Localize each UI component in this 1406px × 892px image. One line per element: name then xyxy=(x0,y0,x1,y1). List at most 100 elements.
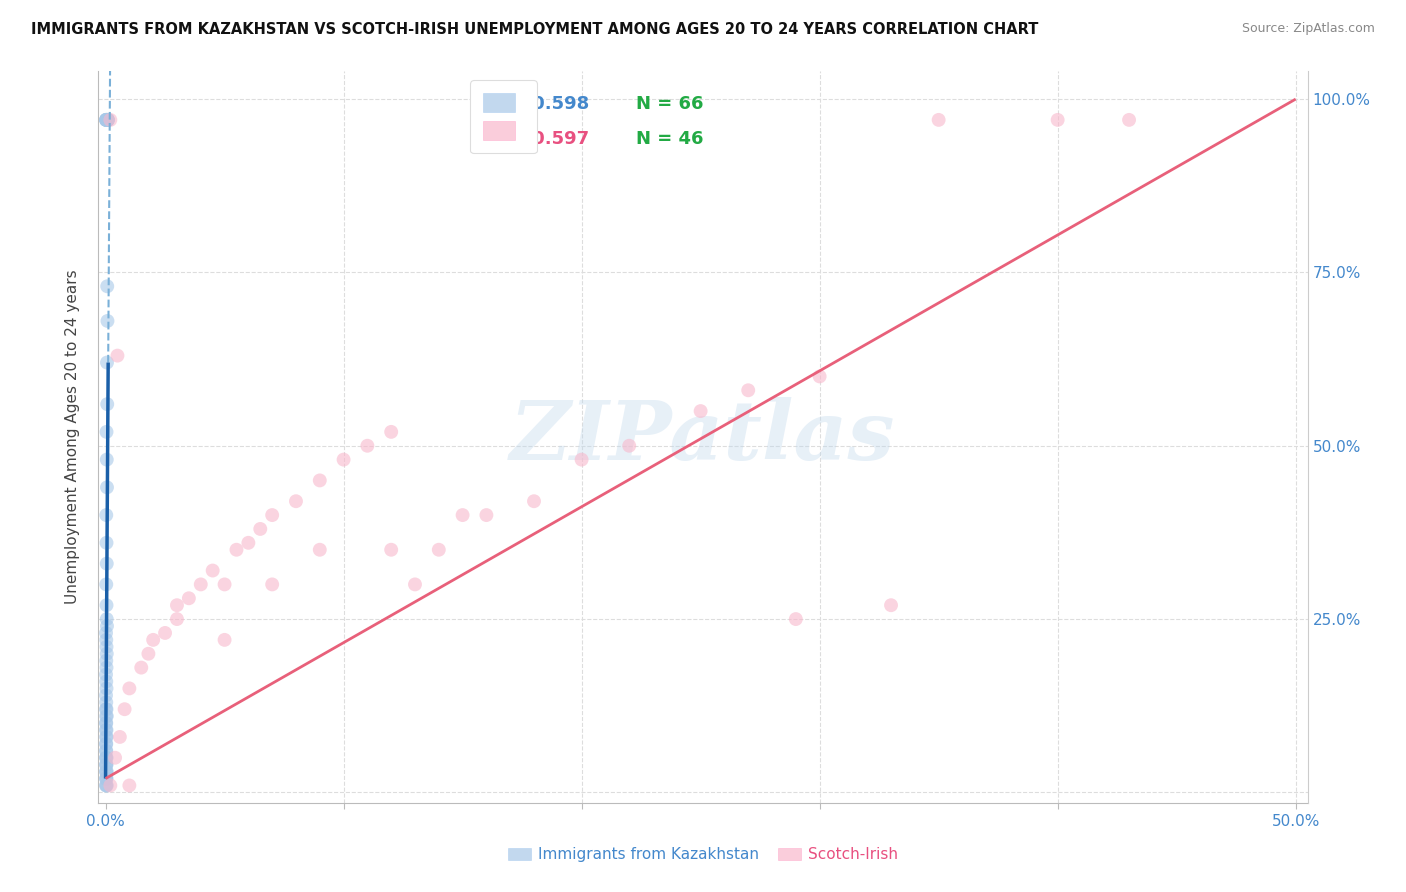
Point xyxy=(475,508,498,522)
Point xyxy=(785,612,807,626)
Point xyxy=(96,757,118,772)
Point xyxy=(108,730,131,744)
Point xyxy=(308,474,330,488)
Text: N = 66: N = 66 xyxy=(637,95,704,113)
Point xyxy=(249,522,271,536)
Point xyxy=(94,757,117,772)
Legend: Immigrants from Kazakhstan, Scotch-Irish: Immigrants from Kazakhstan, Scotch-Irish xyxy=(502,841,904,868)
Point xyxy=(404,577,426,591)
Point xyxy=(96,619,118,633)
Text: R = 0.598: R = 0.598 xyxy=(492,95,589,113)
Point xyxy=(96,730,118,744)
Point xyxy=(96,536,118,550)
Point xyxy=(96,737,118,751)
Point xyxy=(356,439,378,453)
Text: Source: ZipAtlas.com: Source: ZipAtlas.com xyxy=(1241,22,1375,36)
Point xyxy=(153,626,176,640)
Point xyxy=(96,112,118,127)
Point xyxy=(96,681,118,696)
Point xyxy=(96,612,118,626)
Point xyxy=(96,452,118,467)
Point xyxy=(96,779,118,793)
Point xyxy=(94,689,117,703)
Point xyxy=(427,542,450,557)
Point xyxy=(94,779,117,793)
Point xyxy=(1046,112,1069,127)
Point xyxy=(96,750,118,764)
Point xyxy=(94,772,117,786)
Point xyxy=(177,591,200,606)
Point xyxy=(808,369,831,384)
Point xyxy=(94,750,117,764)
Point xyxy=(737,384,759,398)
Point xyxy=(880,598,903,612)
Point xyxy=(96,750,118,764)
Point xyxy=(94,744,117,758)
Point xyxy=(225,542,247,557)
Point xyxy=(98,779,121,793)
Point xyxy=(308,542,330,557)
Point xyxy=(94,737,117,751)
Point xyxy=(262,577,284,591)
Point xyxy=(571,452,593,467)
Point xyxy=(96,772,118,786)
Point xyxy=(96,279,118,293)
Point xyxy=(166,612,188,626)
Point xyxy=(190,577,212,591)
Point xyxy=(97,112,120,127)
Point xyxy=(138,647,160,661)
Point xyxy=(98,112,121,127)
Point xyxy=(94,667,117,681)
Point xyxy=(1118,112,1140,127)
Point xyxy=(107,349,129,363)
Point xyxy=(451,508,474,522)
Point xyxy=(523,494,546,508)
Point xyxy=(96,779,118,793)
Text: ZIPatlas: ZIPatlas xyxy=(510,397,896,477)
Point xyxy=(96,660,118,674)
Point xyxy=(129,660,152,674)
Point xyxy=(96,112,118,127)
Point xyxy=(96,112,118,127)
Point xyxy=(96,647,118,661)
Point xyxy=(94,112,117,127)
Point xyxy=(97,112,120,127)
Point xyxy=(96,314,118,328)
Point xyxy=(96,695,118,709)
Point xyxy=(118,681,141,696)
Point xyxy=(96,425,118,439)
Point xyxy=(96,709,118,723)
Point xyxy=(96,640,118,654)
Point xyxy=(96,730,118,744)
Point xyxy=(166,598,188,612)
Point xyxy=(238,536,260,550)
Point xyxy=(96,577,118,591)
Point xyxy=(928,112,950,127)
Point xyxy=(114,702,136,716)
Point xyxy=(262,508,284,522)
Point xyxy=(96,709,118,723)
Point xyxy=(96,772,118,786)
Point xyxy=(96,716,118,731)
Point xyxy=(96,744,118,758)
Point xyxy=(96,654,118,668)
Point xyxy=(96,598,118,612)
Text: R = 0.597: R = 0.597 xyxy=(492,129,589,148)
Point xyxy=(689,404,711,418)
Point xyxy=(96,723,118,737)
Point xyxy=(96,757,118,772)
Point xyxy=(96,764,118,779)
Point xyxy=(118,779,141,793)
Point xyxy=(96,764,118,779)
Point xyxy=(285,494,308,508)
Text: IMMIGRANTS FROM KAZAKHSTAN VS SCOTCH-IRISH UNEMPLOYMENT AMONG AGES 20 TO 24 YEAR: IMMIGRANTS FROM KAZAKHSTAN VS SCOTCH-IRI… xyxy=(31,22,1038,37)
Point xyxy=(96,112,118,127)
Point xyxy=(94,764,117,779)
Point xyxy=(214,577,236,591)
Point xyxy=(201,564,224,578)
Point xyxy=(104,750,127,764)
Point xyxy=(96,112,118,127)
Point xyxy=(96,702,118,716)
Point xyxy=(96,632,118,647)
Point xyxy=(332,452,354,467)
